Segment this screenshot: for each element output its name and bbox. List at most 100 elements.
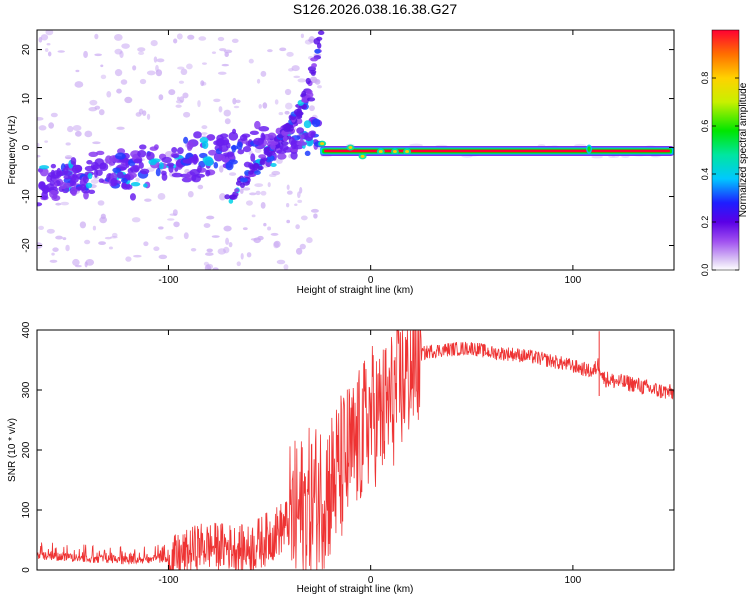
spectrogram-noise-cell [175,104,182,108]
carrier-spot-core [405,149,410,153]
spectrogram-noise-cell [273,240,281,248]
spectrogram-noise-cell [228,241,233,248]
spectrogram-band-cell [261,133,266,141]
spectrogram-noise-cell [75,69,80,73]
spectrogram-band-cell [205,169,211,177]
spectrogram-noise-cell [183,232,189,240]
spectrogram-band-cell [129,193,136,201]
spectrogram-noise-cell [260,70,267,77]
spectrogram-noise-cell [295,224,300,230]
spectrogram-noise-cell [233,105,240,109]
spectrogram-noise-cell [173,221,180,228]
spectrogram-noise-cell [274,99,279,105]
spectrogram-noise-cell [225,237,230,246]
spectrogram-band-cell [249,130,259,136]
spectrogram-band-cell [138,162,144,169]
spectrogram-y-label: Frequency (Hz) [7,116,18,185]
spectrogram-noise-cell [299,243,306,250]
snr-y-tick-label: 0 [21,567,32,573]
spectrogram-noise-cell [268,173,277,178]
spectrogram-noise-cell [206,215,215,220]
spectrogram-noise-cell [260,190,267,196]
spectrogram-noise-cell [125,256,132,262]
carrier-spot-core [320,142,325,146]
spectrogram-band-cell [218,144,229,153]
spectrogram-y-tick-label: 0 [21,144,32,150]
spectrogram-noise-cell [200,132,208,135]
spectrogram-noise-cell [242,187,251,191]
spectrogram-noise-cell [168,89,176,96]
spectrogram-noise-cell [263,222,267,227]
spectrogram-noise-cell [110,236,118,239]
spectrogram-noise-cell [286,51,294,57]
snr-y-label: SNR (10 * v/v) [7,418,18,482]
spectrogram-band-cell [47,172,55,178]
spectrogram-noise-cell [200,80,205,87]
spectrogram-band-cell [116,171,124,179]
spectrogram-band-cell [250,153,256,162]
spectrogram-band-cell [232,128,237,134]
spectrogram-noise-cell [57,50,65,53]
spectrogram-y-ticks: -20 -10 0 10 20 [21,44,674,253]
spectrogram-noise-cell [116,126,125,130]
spectrogram-noise-cell [217,36,225,42]
spectrogram-band-cell [254,120,261,130]
spectrogram-band-cell [158,162,164,170]
spectrogram-noise-cell [297,78,306,83]
spectrogram-noise-cell [155,64,159,72]
spectrogram-band-cell [71,190,77,196]
spectrogram-noise-cell [131,217,141,223]
spectrogram-noise-cell [65,244,70,252]
spectrogram-band-cell [115,152,126,160]
spectrogram-noise-cell [250,238,258,241]
spectrogram-noise-cell [138,51,145,55]
spectrogram-noise-cell [55,202,62,206]
spectrogram-noise-cell [211,51,217,54]
spectrogram-arc-cell [295,118,303,125]
spectrogram-noise-cell [180,68,188,76]
carrier-spur-core [587,146,591,152]
spectrogram-arc-cell [306,92,314,98]
spectrogram-band-cell [213,162,219,169]
spectrogram-band-cell [112,167,121,173]
spectrogram-noise-cell [65,142,71,146]
spectrogram-band-cell [221,139,230,146]
snr-x-tick-label: 100 [565,575,582,586]
spectrogram-band-cell [87,172,93,180]
snr-y-tick-label: 100 [21,501,32,518]
spectrogram-arc-cell [234,188,240,193]
spectrogram-noise-cell [249,192,257,196]
spectrogram-noise-cell [88,106,97,112]
spectrogram-noise-cell [111,232,118,238]
spectrogram-arc-cell [253,162,260,169]
colorbar-gradient [711,29,740,271]
spectrogram-band-cell [270,162,277,167]
spectrogram-noise-cell [178,80,185,84]
colorbar-tick-label: 0.0 [700,264,710,277]
spectrogram-noise-cell [176,96,180,101]
spectrogram-noise-cell [307,38,315,42]
spectrogram-noise-cell [45,30,54,36]
spectrogram-band-cell [105,155,113,164]
spectrogram-band-cell [125,184,133,190]
spectrogram-band-cell [171,146,178,154]
spectrogram-band-cell [85,182,93,189]
spectrogram-noise-cell [311,78,319,84]
spectrogram-noise-cell [310,208,319,213]
spectrogram-noise-cell [48,122,55,129]
spectrogram-noise-cell [317,85,322,89]
spectrogram-noise-cell [98,241,106,246]
spectrogram-band-cell [226,151,235,157]
spectrogram-x-tick-label: -100 [158,275,178,286]
spectrogram-noise-cell [150,40,158,47]
spectrogram-noise-cell [203,223,211,228]
spectrogram-noise-cell [283,264,289,270]
spectrogram-band-cell [50,163,57,169]
spectrogram-noise-cell [286,190,293,195]
spectrogram-noise-cell [306,237,313,244]
spectrogram-noise-cell [153,56,158,63]
spectrogram-noise-cell [267,226,272,231]
spectrogram-noise-cell [245,200,253,206]
